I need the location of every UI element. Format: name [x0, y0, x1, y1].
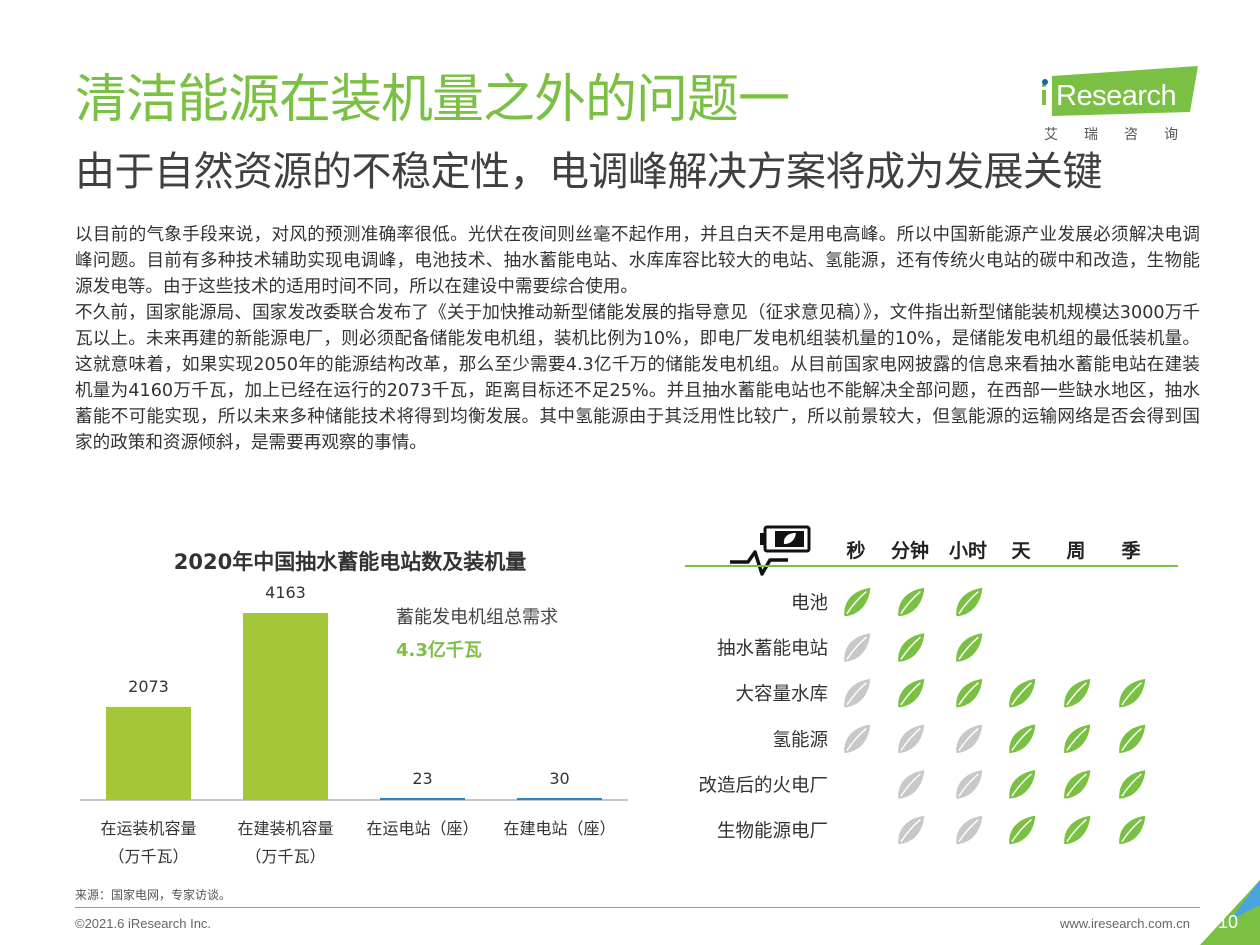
- leaf-icon: [1009, 724, 1036, 754]
- logo-cn: 艾瑞咨询: [1044, 127, 1204, 143]
- leaf-icon: [844, 724, 871, 754]
- body-paragraph-1: 以目前的气象手段来说，对风的预测准确率很低。光伏在夜间则丝毫不起作用，并且白天不…: [75, 225, 1200, 297]
- bar: [517, 798, 602, 800]
- leaf-icon: [956, 724, 983, 754]
- footer-divider: [75, 907, 1200, 908]
- bar: [380, 798, 465, 800]
- category-label: （万千瓦）: [108, 847, 188, 866]
- logo-text: Research: [1056, 80, 1177, 112]
- leaf-icon: [844, 678, 871, 708]
- leaf-icon: [1064, 815, 1091, 845]
- logo-banner: [1052, 66, 1198, 116]
- leaf-icon: [898, 770, 925, 799]
- row-label: 改造后的火电厂: [698, 775, 828, 796]
- category-label: 在运电站（座）: [366, 819, 478, 838]
- logo-i: i: [1040, 80, 1049, 112]
- leaf-icon: [956, 587, 983, 617]
- bar: [106, 706, 191, 800]
- leaf-icon: [898, 815, 925, 845]
- bar-value-label: 2073: [128, 677, 169, 696]
- website-link[interactable]: www.iresearch.com.cn: [1059, 916, 1190, 931]
- column-header: 小时: [949, 540, 987, 562]
- leaf-icon: [844, 587, 871, 617]
- leaf-icon: [1119, 815, 1146, 845]
- leaf-icon: [956, 633, 983, 662]
- page-title: 清洁能源在装机量之外的问题一: [75, 70, 790, 130]
- column-header: 天: [1011, 540, 1031, 562]
- column-header: 季: [1121, 540, 1140, 562]
- column-header: 周: [1066, 540, 1085, 562]
- iresearch-logo: i Research 艾瑞咨询: [1040, 66, 1200, 143]
- row-label: 生物能源电厂: [717, 821, 828, 842]
- chart-title: 2020年中国抽水蓄能电站数及装机量: [173, 550, 527, 574]
- category-label: 在建电站（座）: [503, 819, 615, 838]
- column-header: 秒: [846, 539, 865, 562]
- leaf-icon: [1064, 770, 1091, 799]
- body-text: 以目前的气象手段来说，对风的预测准确率很低。光伏在夜间则丝毫不起作用，并且白天不…: [75, 222, 1200, 456]
- leaf-icon: [898, 587, 925, 617]
- demand-label: 蓄能发电机组总需求: [396, 607, 558, 628]
- leaf-icon: [956, 815, 983, 845]
- bar-value-label: 23: [412, 769, 432, 788]
- category-label: 在运装机容量: [100, 819, 196, 838]
- copyright: ©2021.6 iResearch Inc.: [75, 916, 212, 931]
- row-label: 抽水蓄能电站: [717, 639, 828, 660]
- battery-pulse-icon: [730, 525, 811, 576]
- category-label: （万千瓦）: [245, 847, 325, 866]
- page-number: 10: [1218, 912, 1239, 932]
- bar-value-label: 4163: [265, 583, 306, 602]
- leaf-icon: [956, 678, 983, 708]
- demand-value: 4.3亿千瓦: [396, 640, 482, 661]
- page-corner-decoration: [1200, 880, 1260, 945]
- body-paragraph-2: 不久前，国家能源局、国家发改委联合发布了《关于加快推动新型储能发展的指导意见（征…: [75, 303, 1200, 453]
- leaf-icon: [898, 633, 925, 662]
- leaf-icon: [1119, 678, 1146, 708]
- bar: [243, 613, 328, 800]
- leaf-icon: [1119, 770, 1146, 799]
- row-label: 电池: [791, 593, 828, 614]
- leaf-icon: [1009, 770, 1036, 799]
- row-label: 大容量水库: [735, 684, 828, 705]
- leaf-icon: [898, 678, 925, 708]
- category-label: 在建装机容量: [237, 819, 333, 838]
- source-note: 来源：国家电网，专家访谈。: [75, 888, 232, 902]
- leaf-icon: [844, 633, 871, 662]
- page-subtitle: 由于自然资源的不稳定性，电调峰解决方案将成为发展关键: [75, 149, 1103, 195]
- leaf-icon: [1009, 678, 1036, 708]
- leaf-icon: [898, 724, 925, 754]
- bar-chart: 2073 在运装机容量 （万千瓦） 4163 在建装机容量 （万千瓦） 23 在运电站（座） 3…: [80, 583, 628, 866]
- leaf-icon: [1064, 678, 1091, 708]
- column-header: 分钟: [891, 539, 929, 562]
- leaf-icon: [1119, 724, 1146, 754]
- leaf-icon: [1009, 815, 1036, 845]
- logo-dot-icon: [1042, 79, 1048, 85]
- bar-value-label: 30: [549, 769, 569, 788]
- leaf-icon: [1064, 724, 1091, 754]
- leaf-icon: [956, 770, 983, 799]
- row-label: 氢能源: [772, 730, 828, 751]
